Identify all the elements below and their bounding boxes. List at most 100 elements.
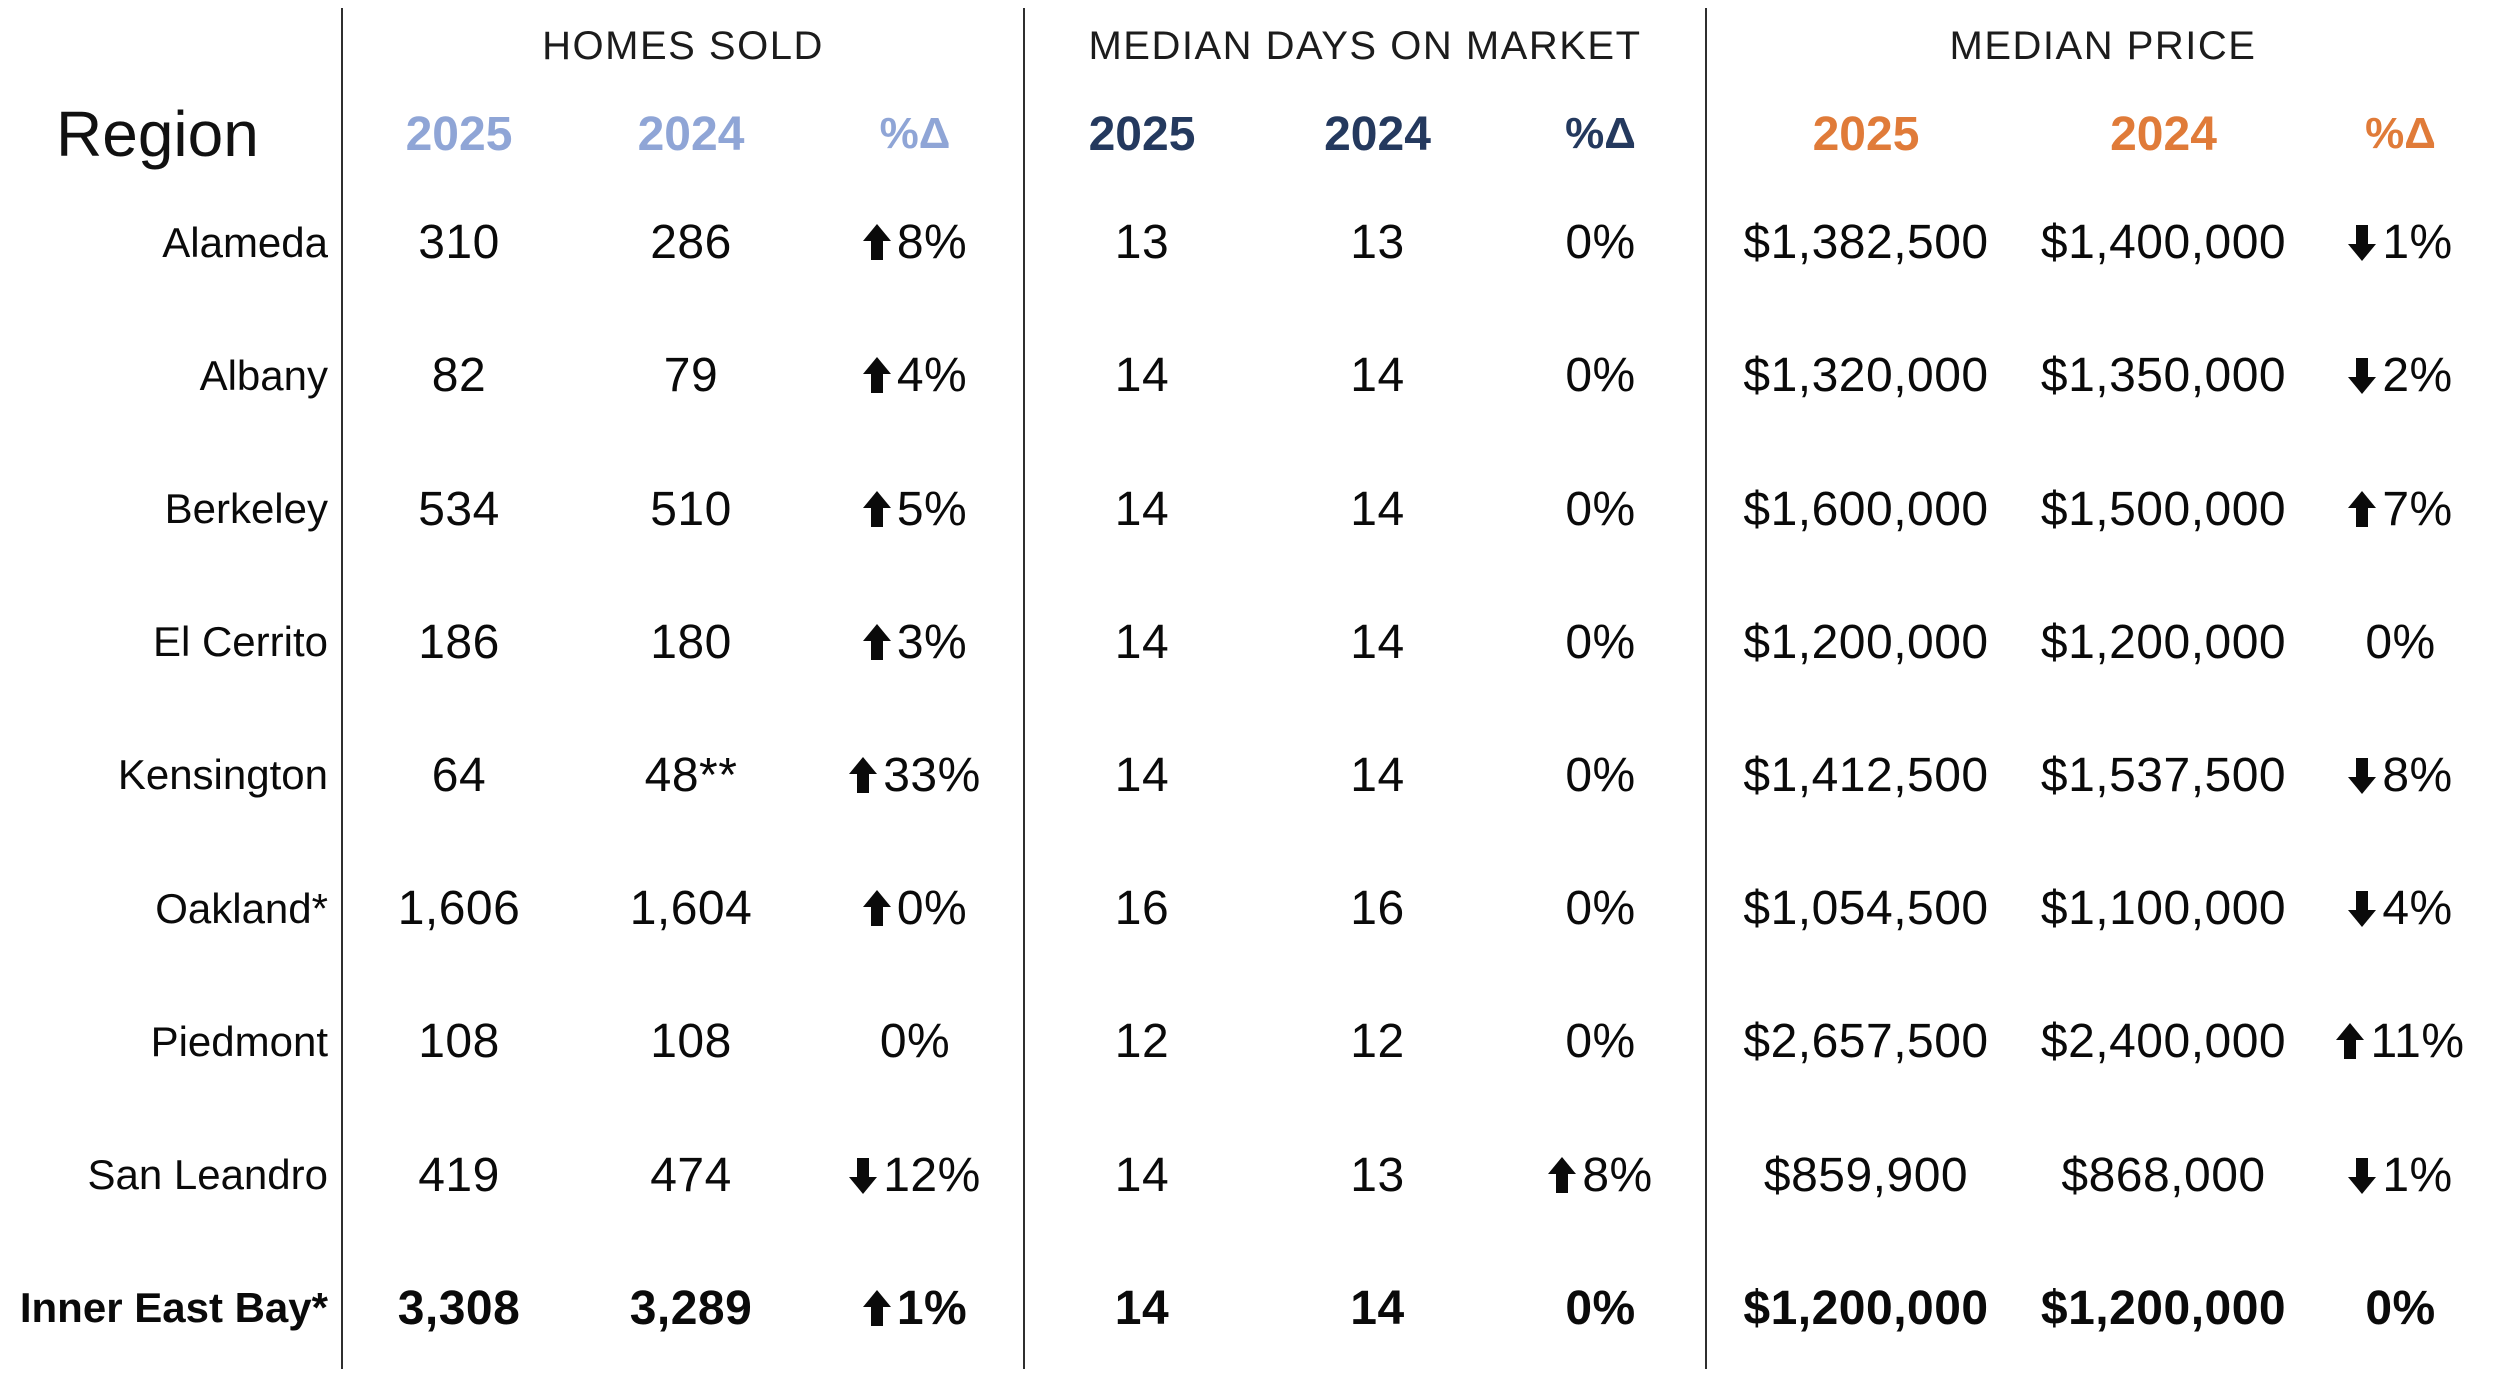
days-delta: 0% bbox=[1495, 482, 1706, 537]
homes-sold-2025: 534 bbox=[418, 482, 500, 536]
homes-sold-2025: 108 bbox=[418, 1015, 500, 1069]
table-row: Alameda 310 286 8% 13 13 0% $1,382,500 $… bbox=[0, 176, 2500, 309]
table-row: Berkeley 534 510 5% 14 14 0% $1,600,000 … bbox=[0, 442, 2500, 575]
table-row: Piedmont 108 108 0% 12 12 0% $2,657,500 … bbox=[0, 975, 2500, 1108]
days-2024: 14 bbox=[1350, 349, 1405, 403]
homes-sold-delta: 0% bbox=[806, 1014, 1024, 1069]
delta-value: 8% bbox=[896, 216, 968, 270]
price-delta: 1% bbox=[2301, 1148, 2500, 1203]
price-delta: 0% bbox=[2301, 615, 2500, 670]
region-name: El Cerrito bbox=[152, 618, 328, 666]
delta-value: 0% bbox=[879, 1015, 951, 1069]
price-delta: 0% bbox=[2301, 1281, 2500, 1336]
homes-sold-delta: 12% bbox=[806, 1148, 1024, 1203]
days-2025: 16 bbox=[1114, 882, 1170, 936]
table-row: Kensington 64 48** 33% 14 14 0% $1,412,5… bbox=[0, 709, 2500, 842]
price-2025: $1,412,500 bbox=[1743, 748, 1989, 802]
days-2025-header: 2025 bbox=[1088, 107, 1196, 161]
delta-arrow-icon bbox=[862, 1289, 891, 1327]
days-2024: 13 bbox=[1350, 216, 1405, 270]
homes-sold-2024: 48** bbox=[644, 748, 738, 802]
price-2024: $1,200,000 bbox=[2040, 1281, 2287, 1335]
region-name: Albany bbox=[199, 351, 328, 399]
delta-arrow-icon bbox=[862, 490, 891, 528]
homes-sold-2025: 310 bbox=[418, 216, 500, 270]
homes-sold-delta: 8% bbox=[806, 215, 1024, 270]
delta-value: 0% bbox=[1565, 748, 1636, 802]
homes-sold-2024: 510 bbox=[650, 482, 732, 536]
days-delta: 0% bbox=[1495, 1014, 1706, 1069]
delta-value: 0% bbox=[1565, 615, 1636, 669]
delta-value: 7% bbox=[2382, 482, 2453, 536]
delta-arrow-icon bbox=[862, 890, 891, 927]
delta-value: 0% bbox=[1565, 349, 1636, 403]
homes-sold-delta: 5% bbox=[806, 482, 1024, 537]
price-delta: 4% bbox=[2301, 881, 2500, 936]
price-2024: $1,350,000 bbox=[2040, 349, 2287, 403]
region-name: Berkeley bbox=[164, 485, 328, 533]
delta-arrow-icon bbox=[2348, 890, 2377, 928]
days-delta: 0% bbox=[1495, 748, 1706, 803]
column-header-row: Region 2025 2024 %Δ 2025 2024 %Δ 2025 20… bbox=[0, 92, 2500, 176]
region-name: Oakland* bbox=[155, 884, 328, 932]
delta-value: 0% bbox=[1565, 482, 1636, 536]
homes-sold-2024: 108 bbox=[650, 1015, 732, 1069]
delta-value: 0% bbox=[2365, 615, 2436, 669]
delta-value: 2% bbox=[2382, 349, 2453, 403]
homes-sold-delta: 1% bbox=[806, 1281, 1024, 1336]
price-delta: 11% bbox=[2301, 1014, 2500, 1069]
table-row: Albany 82 79 4% 14 14 0% $1,320,000 $1,3… bbox=[0, 309, 2500, 442]
homes-sold-delta-header: %Δ bbox=[879, 109, 951, 158]
homes-sold-2025: 3,308 bbox=[397, 1281, 521, 1335]
delta-arrow-icon bbox=[2348, 357, 2377, 395]
delta-value: 0% bbox=[1565, 216, 1636, 270]
days-delta: 0% bbox=[1495, 615, 1706, 670]
days-2024: 14 bbox=[1350, 1281, 1405, 1335]
price-delta: 8% bbox=[2301, 748, 2500, 803]
section-title-median-price: MEDIAN PRICE bbox=[1949, 23, 2257, 68]
days-2025: 14 bbox=[1114, 1281, 1170, 1335]
region-name: Alameda bbox=[162, 218, 328, 266]
delta-arrow-icon bbox=[2336, 1023, 2365, 1060]
delta-value: 8% bbox=[2382, 748, 2453, 802]
delta-value: 0% bbox=[2365, 1281, 2436, 1335]
days-2025: 14 bbox=[1114, 349, 1170, 403]
days-delta: 0% bbox=[1495, 1281, 1706, 1336]
table-row: El Cerrito 186 180 3% 14 14 0% $1,200,00… bbox=[0, 576, 2500, 709]
delta-value: 1% bbox=[2382, 1148, 2453, 1202]
days-2024: 13 bbox=[1350, 1148, 1405, 1202]
days-2025: 14 bbox=[1114, 1148, 1170, 1202]
price-delta: 7% bbox=[2301, 482, 2500, 537]
days-2025: 14 bbox=[1114, 615, 1170, 669]
days-2025: 14 bbox=[1114, 482, 1170, 536]
price-delta: 1% bbox=[2301, 215, 2500, 270]
delta-value: 5% bbox=[896, 482, 968, 536]
homes-sold-delta: 0% bbox=[806, 881, 1024, 936]
days-2025: 12 bbox=[1114, 1015, 1170, 1069]
days-delta-header: %Δ bbox=[1565, 109, 1636, 158]
homes-sold-2024: 79 bbox=[663, 349, 719, 403]
price-2024: $2,400,000 bbox=[2040, 1015, 2287, 1069]
delta-value: 8% bbox=[1582, 1148, 1653, 1202]
homes-sold-2024: 286 bbox=[650, 216, 732, 270]
homes-sold-delta: 4% bbox=[806, 348, 1024, 403]
days-delta: 0% bbox=[1495, 348, 1706, 403]
delta-value: 1% bbox=[896, 1281, 968, 1335]
price-2025: $1,200,000 bbox=[1743, 615, 1989, 669]
days-2024: 12 bbox=[1350, 1015, 1405, 1069]
price-2025-header: 2025 bbox=[1812, 107, 1920, 161]
days-delta: 8% bbox=[1495, 1148, 1706, 1203]
region-name: Piedmont bbox=[150, 1017, 328, 1065]
delta-arrow-icon bbox=[862, 224, 891, 261]
column-divider bbox=[1705, 8, 1707, 1369]
price-delta-header: %Δ bbox=[2365, 109, 2436, 158]
homes-sold-delta: 3% bbox=[806, 615, 1024, 670]
section-title-row: HOMES SOLD MEDIAN DAYS ON MARKET MEDIAN … bbox=[0, 0, 2500, 92]
table-row: Oakland* 1,606 1,604 0% 16 16 0% $1,054,… bbox=[0, 842, 2500, 975]
price-2024: $1,400,000 bbox=[2040, 216, 2287, 270]
price-2024: $1,537,500 bbox=[2040, 748, 2287, 802]
days-2024: 14 bbox=[1350, 482, 1405, 536]
delta-value: 3% bbox=[896, 615, 968, 669]
delta-value: 0% bbox=[896, 882, 968, 936]
